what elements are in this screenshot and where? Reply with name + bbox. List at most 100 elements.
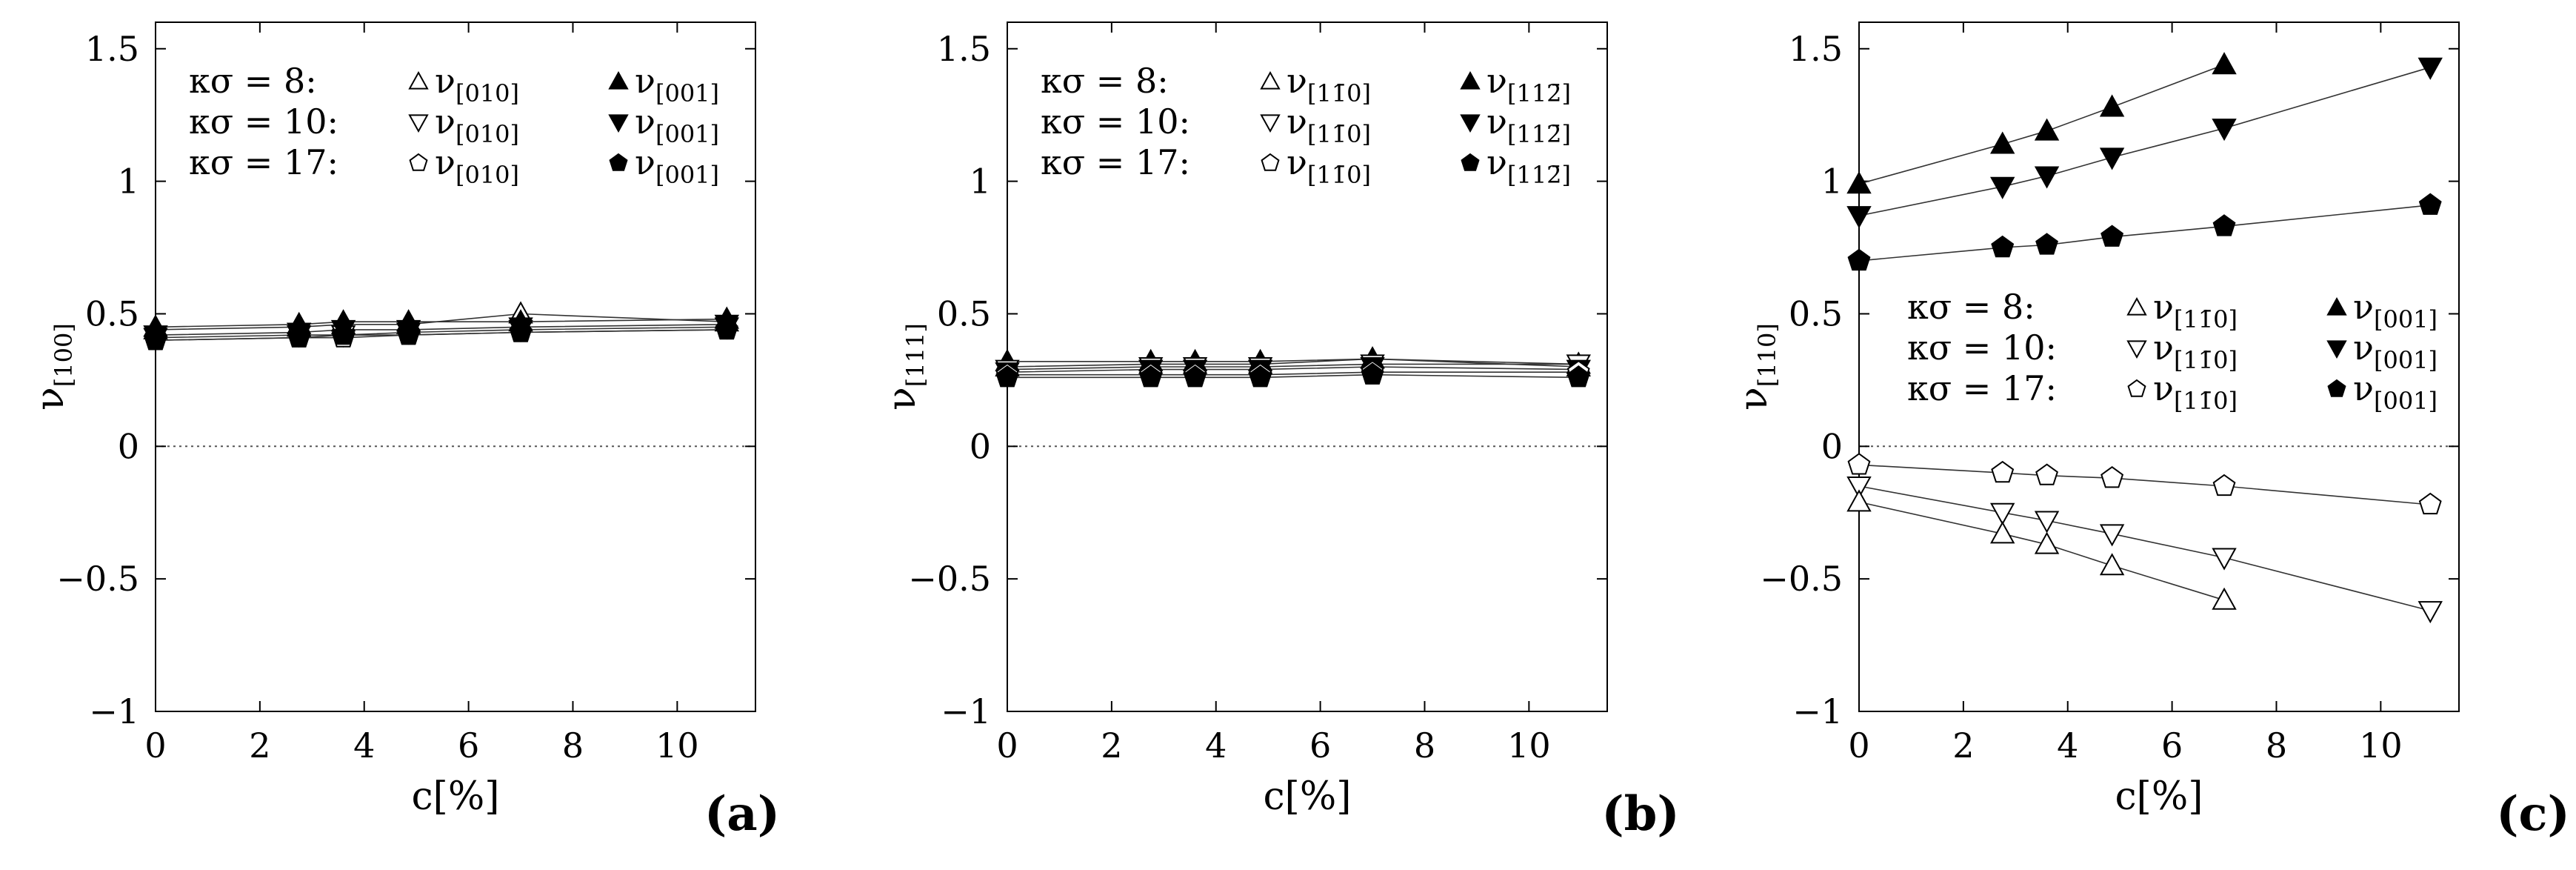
plot-frame [155,21,756,712]
data-point [1990,176,2015,199]
y-tick-label: 0.5 [1789,293,1843,333]
y-tick-label: −0.5 [908,559,991,599]
data-point [2100,225,2124,247]
legend-open-label: ν[11̄0] [1287,102,1371,148]
y-tick-label: −1 [941,691,991,731]
data-point [509,320,533,342]
legend-open-marker [408,114,429,133]
data-point [2212,587,2237,610]
x-tick-label: 8 [562,725,584,766]
x-tick-label: 0 [144,725,166,766]
y-axis-label-subscript: [110] [1753,323,1781,387]
data-point [2034,118,2060,141]
y-tick-label: 1 [118,162,139,202]
x-axis-label: c[%] [2115,774,2203,819]
data-point [397,322,421,345]
legend-open-label: ν[11̄0] [1287,61,1371,107]
legend-filled-label: ν[001] [635,61,719,107]
y-axis-label-base: ν [1732,387,1776,411]
y-tick-label: −0.5 [56,559,139,599]
data-point [715,317,738,340]
panel-letter: (a) [704,786,780,842]
data-point [2212,548,2237,571]
data-point [995,365,1019,388]
x-tick-label: 8 [2266,725,2287,766]
y-tick-label: 0 [970,426,991,466]
legend-filled-marker [2327,379,2346,397]
x-tick-label: 10 [655,725,699,766]
legend-filled-label: ν[112̄] [1486,102,1571,148]
data-point [2100,465,2124,488]
x-tick-label: 10 [1507,725,1551,766]
y-tick-label: −1 [89,691,139,731]
data-point [332,322,355,345]
x-tick-label: 6 [458,725,479,766]
legend-open-label: ν[010] [435,61,519,107]
legend-row-label: κσ = 8: [1907,287,2035,327]
series-line [1858,67,2431,216]
data-point [2099,94,2125,117]
legend-filled-label: ν[112̄] [1486,61,1571,107]
data-point [2418,193,2442,215]
data-point [2034,166,2060,189]
legend-open-marker [2127,379,2146,397]
legend-open-label: ν[010] [435,102,519,148]
series-line [155,329,727,341]
series-line [1007,366,1579,373]
legend-open-marker [1261,153,1280,171]
data-point [1847,248,1871,271]
legend-open-label: ν[11̄0] [2153,328,2238,374]
panel-a: 0 2 4 6 8 10 −1 −0.5 0 0.5 1 1.5 c[%] ν[100] κσ = 8: ν[… [28,21,780,842]
legend-open-marker [1260,114,1281,133]
legend-filled-label: ν[001] [635,142,719,189]
data-point [2035,463,2058,485]
data-point [2035,233,2058,255]
data-point [2034,531,2060,554]
data-point [1991,460,2015,483]
data-point [287,325,311,348]
legend-open-marker [2126,340,2147,359]
legend-filled-marker [2326,340,2347,359]
y-axis-label: ν[100] [28,323,78,411]
panel-letter: (c) [2496,786,2570,842]
x-tick-label: 4 [353,725,375,766]
data-point [2099,553,2125,576]
panel-b: 0 2 4 6 8 10 −1 −0.5 0 0.5 1 1.5 c[%] ν[111] κσ = 8: ν[… [880,21,1680,842]
series-line [155,318,727,328]
x-axis-label: c[%] [1263,774,1351,819]
y-axis-label: ν[110] [1732,323,1781,411]
legend-row-label: κσ = 10: [1907,328,2057,368]
data-point [1846,171,1872,194]
y-tick-label: 1 [1821,162,1843,202]
legend-filled-label: ν[001] [2353,287,2437,333]
data-point [2099,147,2125,170]
data-point [1991,235,2015,258]
y-tick-label: 1.5 [85,29,139,69]
y-axis-label-subscript: [100] [50,323,78,387]
legend-filled-label: ν[001] [2353,328,2437,374]
legend: κσ = 8: ν[010] ν[001] κσ = 10: ν[010] ν[001] κ… [189,61,719,189]
y-tick-label: −1 [1792,691,1843,731]
data-point [2418,492,2442,515]
series-line [155,324,727,336]
legend-row-label: κσ = 17: [1041,142,1190,182]
data-point [1990,521,2015,544]
data-point [2034,511,2060,534]
data-point [1847,453,1871,475]
data-point [1846,206,1872,229]
series-line [1007,358,1579,368]
y-tick-label: 0 [1821,426,1843,466]
legend-filled-marker [2326,296,2347,316]
y-axis-label: ν[111] [880,323,930,411]
series-line [1858,464,2431,505]
legend-row-label: κσ = 10: [189,102,338,142]
data-point [1990,502,2015,525]
y-tick-label: 1.5 [937,29,991,69]
legend-filled-marker [1461,153,1480,171]
plot-frame [1858,21,2460,712]
legend-open-label: ν[11̄0] [2153,368,2238,415]
panel-c: 0 2 4 6 8 10 −1 −0.5 0 0.5 1 1.5 c[%] ν[110] κσ = 8: ν[… [1732,21,2570,842]
legend-filled-label: ν[001] [2353,368,2437,415]
data-point [2212,119,2237,142]
